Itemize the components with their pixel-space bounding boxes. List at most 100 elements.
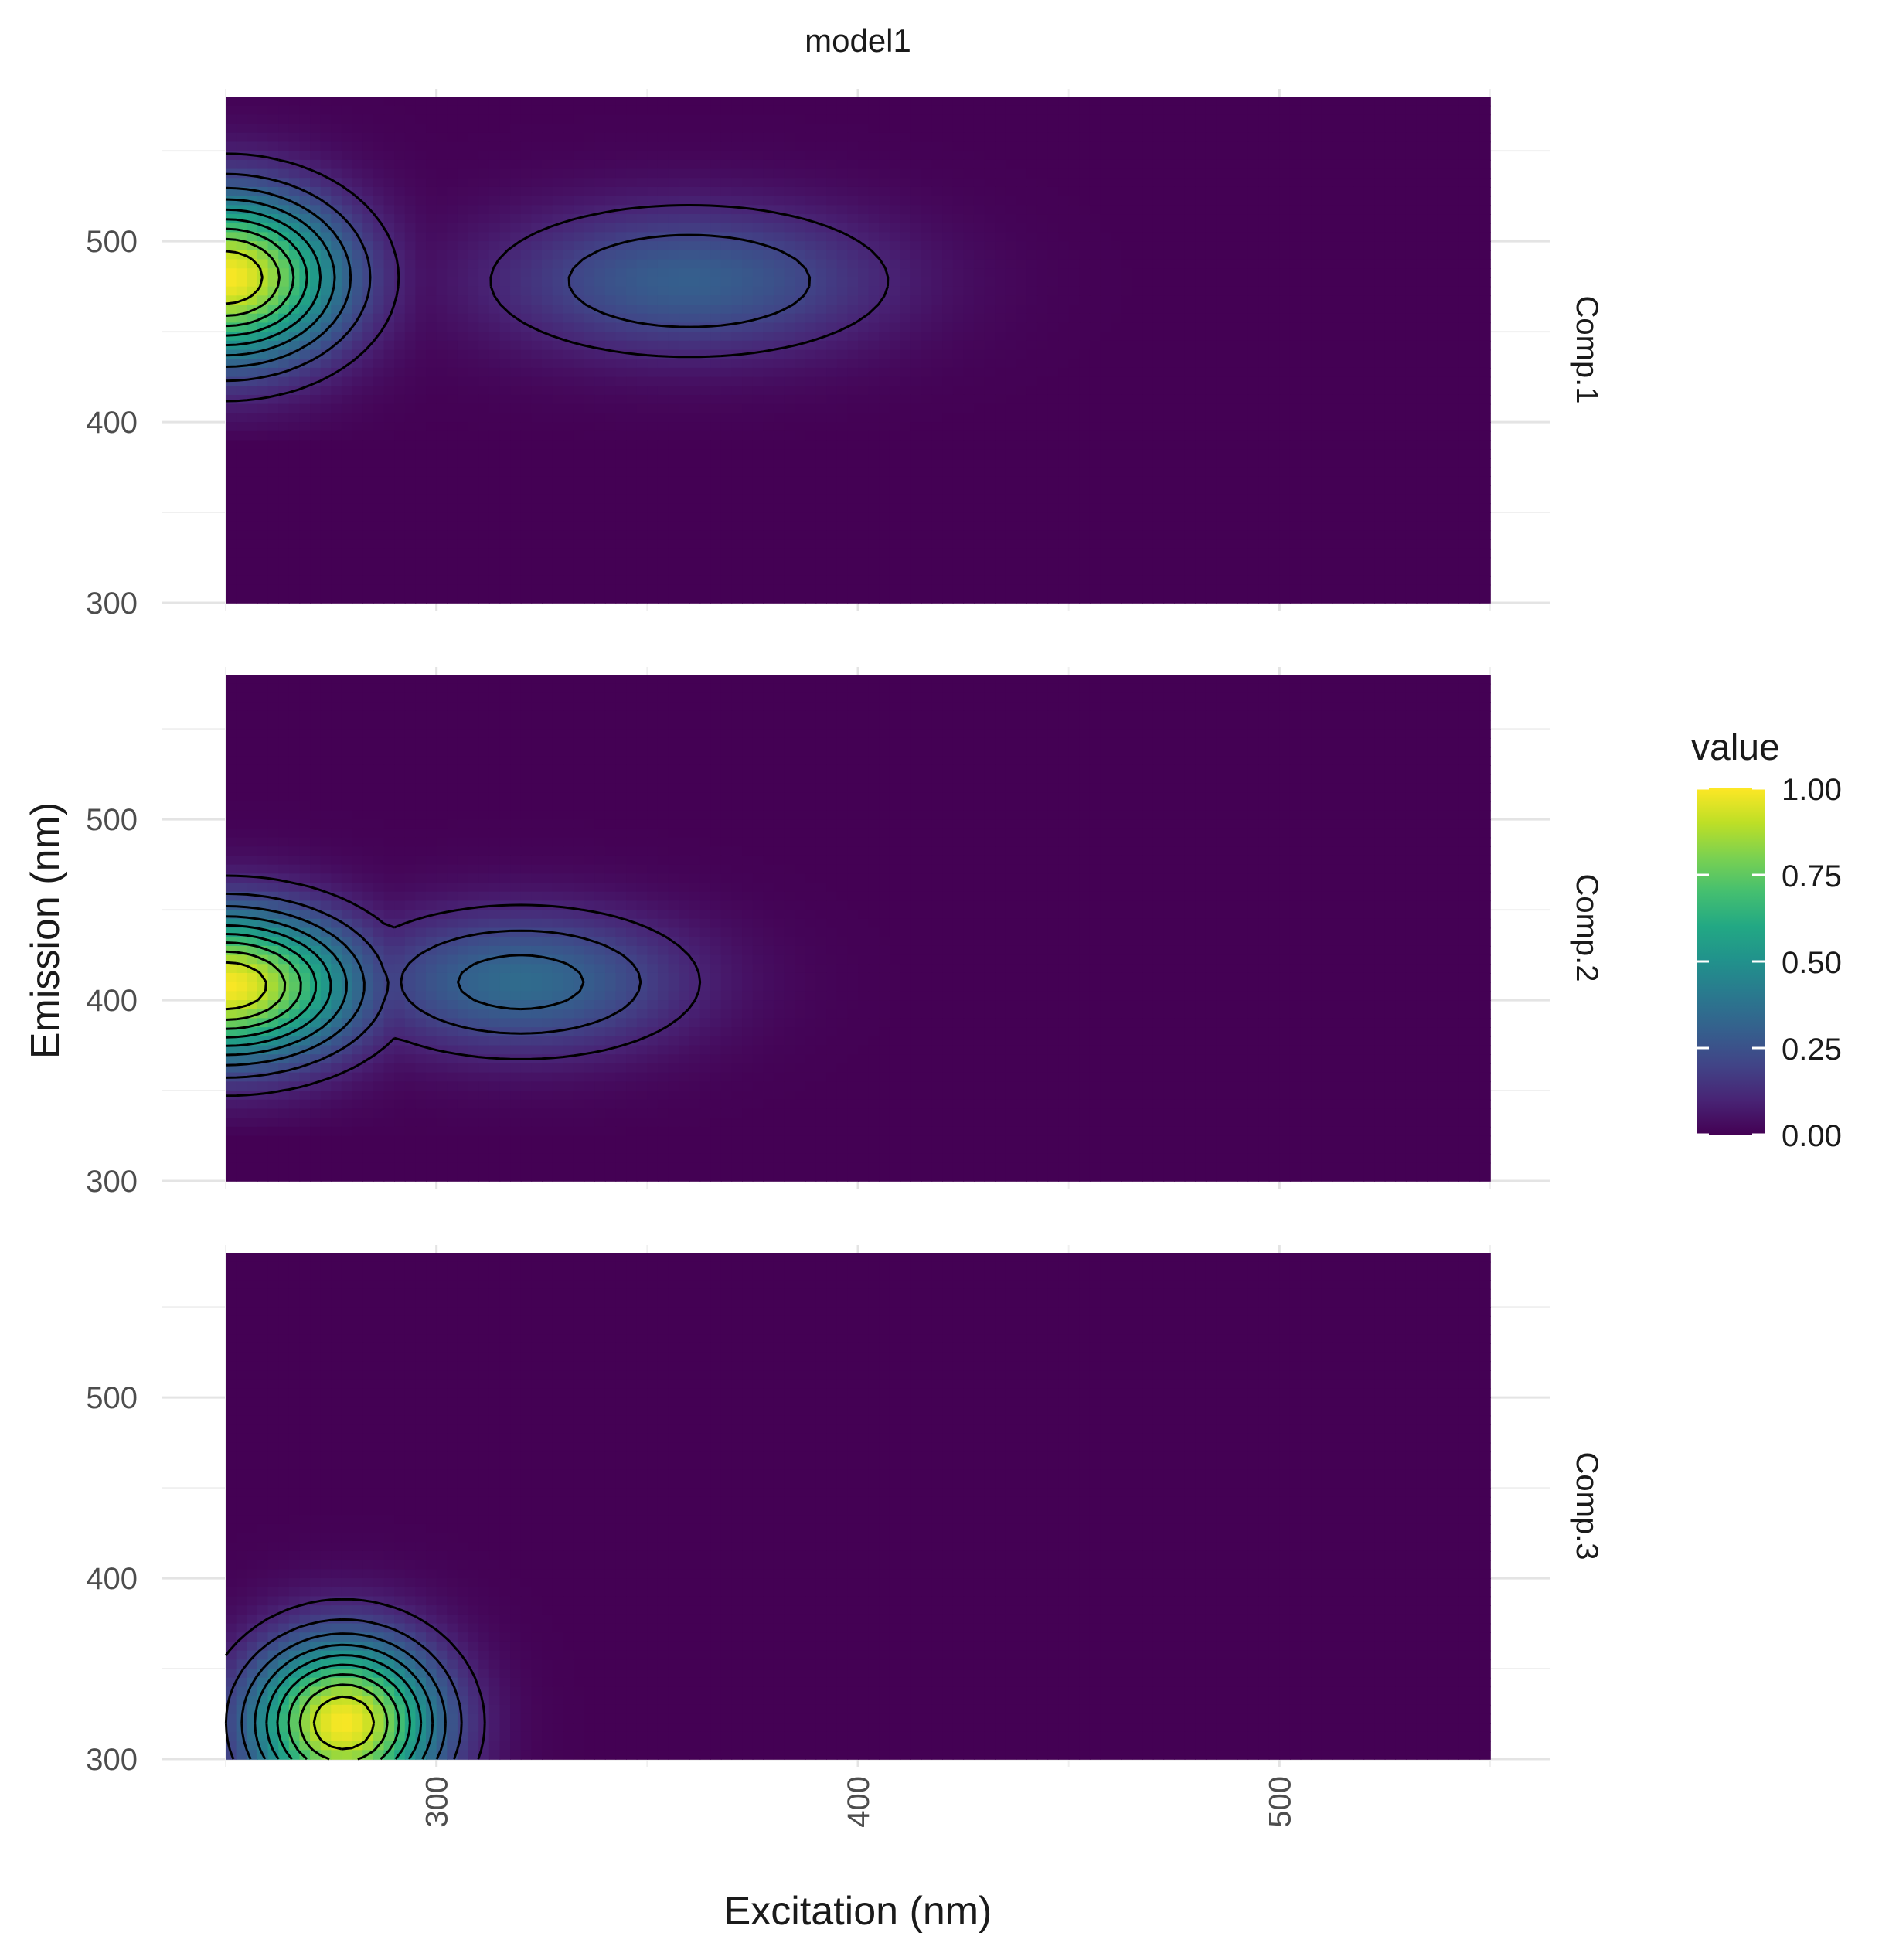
heat-cell (426, 277, 437, 288)
heat-cell (900, 214, 911, 224)
heat-cell (1311, 178, 1322, 188)
heat-cell (900, 187, 911, 197)
heat-cell (837, 413, 848, 423)
heat-cell (637, 341, 648, 351)
heat-cell (1026, 440, 1037, 450)
heat-cell (574, 169, 584, 179)
heat-cell (858, 332, 869, 342)
heat-cell (731, 386, 742, 396)
heat-cell (637, 169, 648, 179)
heat-cell (384, 124, 395, 134)
heat-cell (900, 260, 911, 270)
heat-cell (1058, 395, 1069, 404)
heat-cell (542, 241, 553, 251)
heat-cell (1026, 287, 1037, 297)
heat-cell (931, 368, 942, 378)
heat-cell (1047, 114, 1058, 124)
heat-cell (815, 277, 826, 288)
heat-cell (1132, 124, 1142, 134)
heat-cell (1448, 341, 1458, 351)
heat-cell (531, 431, 542, 441)
heat-cell (1469, 359, 1480, 369)
heat-cell (1227, 332, 1237, 342)
heat-cell (489, 468, 500, 478)
heat-cell (1343, 241, 1353, 251)
heat-cell (753, 341, 764, 351)
heat-cell (1101, 97, 1111, 107)
heat-cell (1322, 133, 1333, 143)
heat-cell (731, 359, 742, 369)
heat-cell (1247, 440, 1258, 450)
heat-cell (1374, 422, 1385, 432)
heat-cell (584, 124, 595, 134)
heat-cell (710, 386, 721, 396)
heat-cell (1353, 413, 1364, 423)
heat-cell (1217, 250, 1227, 260)
heat-cell (1006, 359, 1016, 369)
heat-cell (753, 169, 764, 179)
heat-cell (731, 305, 742, 315)
heat-cell (710, 214, 721, 224)
heat-cell (795, 359, 805, 369)
heat-cell (1479, 124, 1490, 134)
heat-cell (731, 187, 742, 197)
heat-cell (394, 268, 405, 278)
heat-cell (1206, 141, 1217, 151)
heat-cell (931, 160, 942, 170)
heat-cell (584, 260, 595, 270)
heat-cell (489, 431, 500, 441)
heat-cell (858, 368, 869, 378)
heat-cell (805, 196, 816, 206)
heat-cell (858, 295, 869, 305)
heat-cell (1111, 295, 1121, 305)
heat-cell (974, 314, 985, 324)
heat-cell (785, 377, 795, 387)
heat-cell (1279, 250, 1290, 260)
heat-cell (785, 241, 795, 251)
heat-cell (1016, 314, 1027, 324)
heat-cell (1406, 178, 1417, 188)
heat-cell (1185, 97, 1196, 107)
heat-cell (921, 106, 932, 116)
heat-cell (405, 187, 416, 197)
heat-cell (594, 124, 605, 134)
heat-cell (542, 377, 553, 387)
heat-cell (521, 287, 532, 297)
heat-cell (805, 187, 816, 197)
heat-cell (1269, 160, 1280, 170)
heat-cell (1343, 368, 1353, 378)
heat-cell (499, 440, 510, 450)
heat-cell (721, 214, 732, 224)
heat-cell (805, 106, 816, 116)
heat-cell (1301, 124, 1312, 134)
heat-cell (837, 440, 848, 450)
heat-cell (384, 151, 395, 161)
heat-cell (478, 350, 489, 360)
heat-cell (1227, 395, 1237, 404)
heat-cell (426, 187, 437, 197)
heat-cell (405, 431, 416, 441)
heat-cell (1237, 196, 1248, 206)
heat-cell (1469, 305, 1480, 315)
heat-cell (774, 368, 785, 378)
heat-cell (331, 187, 342, 197)
heat-cell (721, 187, 732, 197)
heat-cell (584, 141, 595, 151)
heat-cell (721, 160, 732, 170)
heat-cell (1132, 341, 1142, 351)
heat-cell (1406, 114, 1417, 124)
heat-cell (1153, 332, 1164, 342)
heat-cell (1101, 404, 1111, 414)
heat-cell (721, 97, 732, 107)
heat-cell (858, 205, 869, 215)
heat-cell (605, 141, 616, 151)
heat-cell (1174, 404, 1185, 414)
heat-cell (1290, 287, 1301, 297)
heat-cell (942, 223, 953, 233)
heat-cell (563, 260, 574, 270)
heat-cell (226, 114, 237, 124)
heat-cell (1069, 305, 1080, 315)
heat-cell (1290, 413, 1301, 423)
heat-cell (869, 160, 880, 170)
heat-cell (1258, 395, 1269, 404)
